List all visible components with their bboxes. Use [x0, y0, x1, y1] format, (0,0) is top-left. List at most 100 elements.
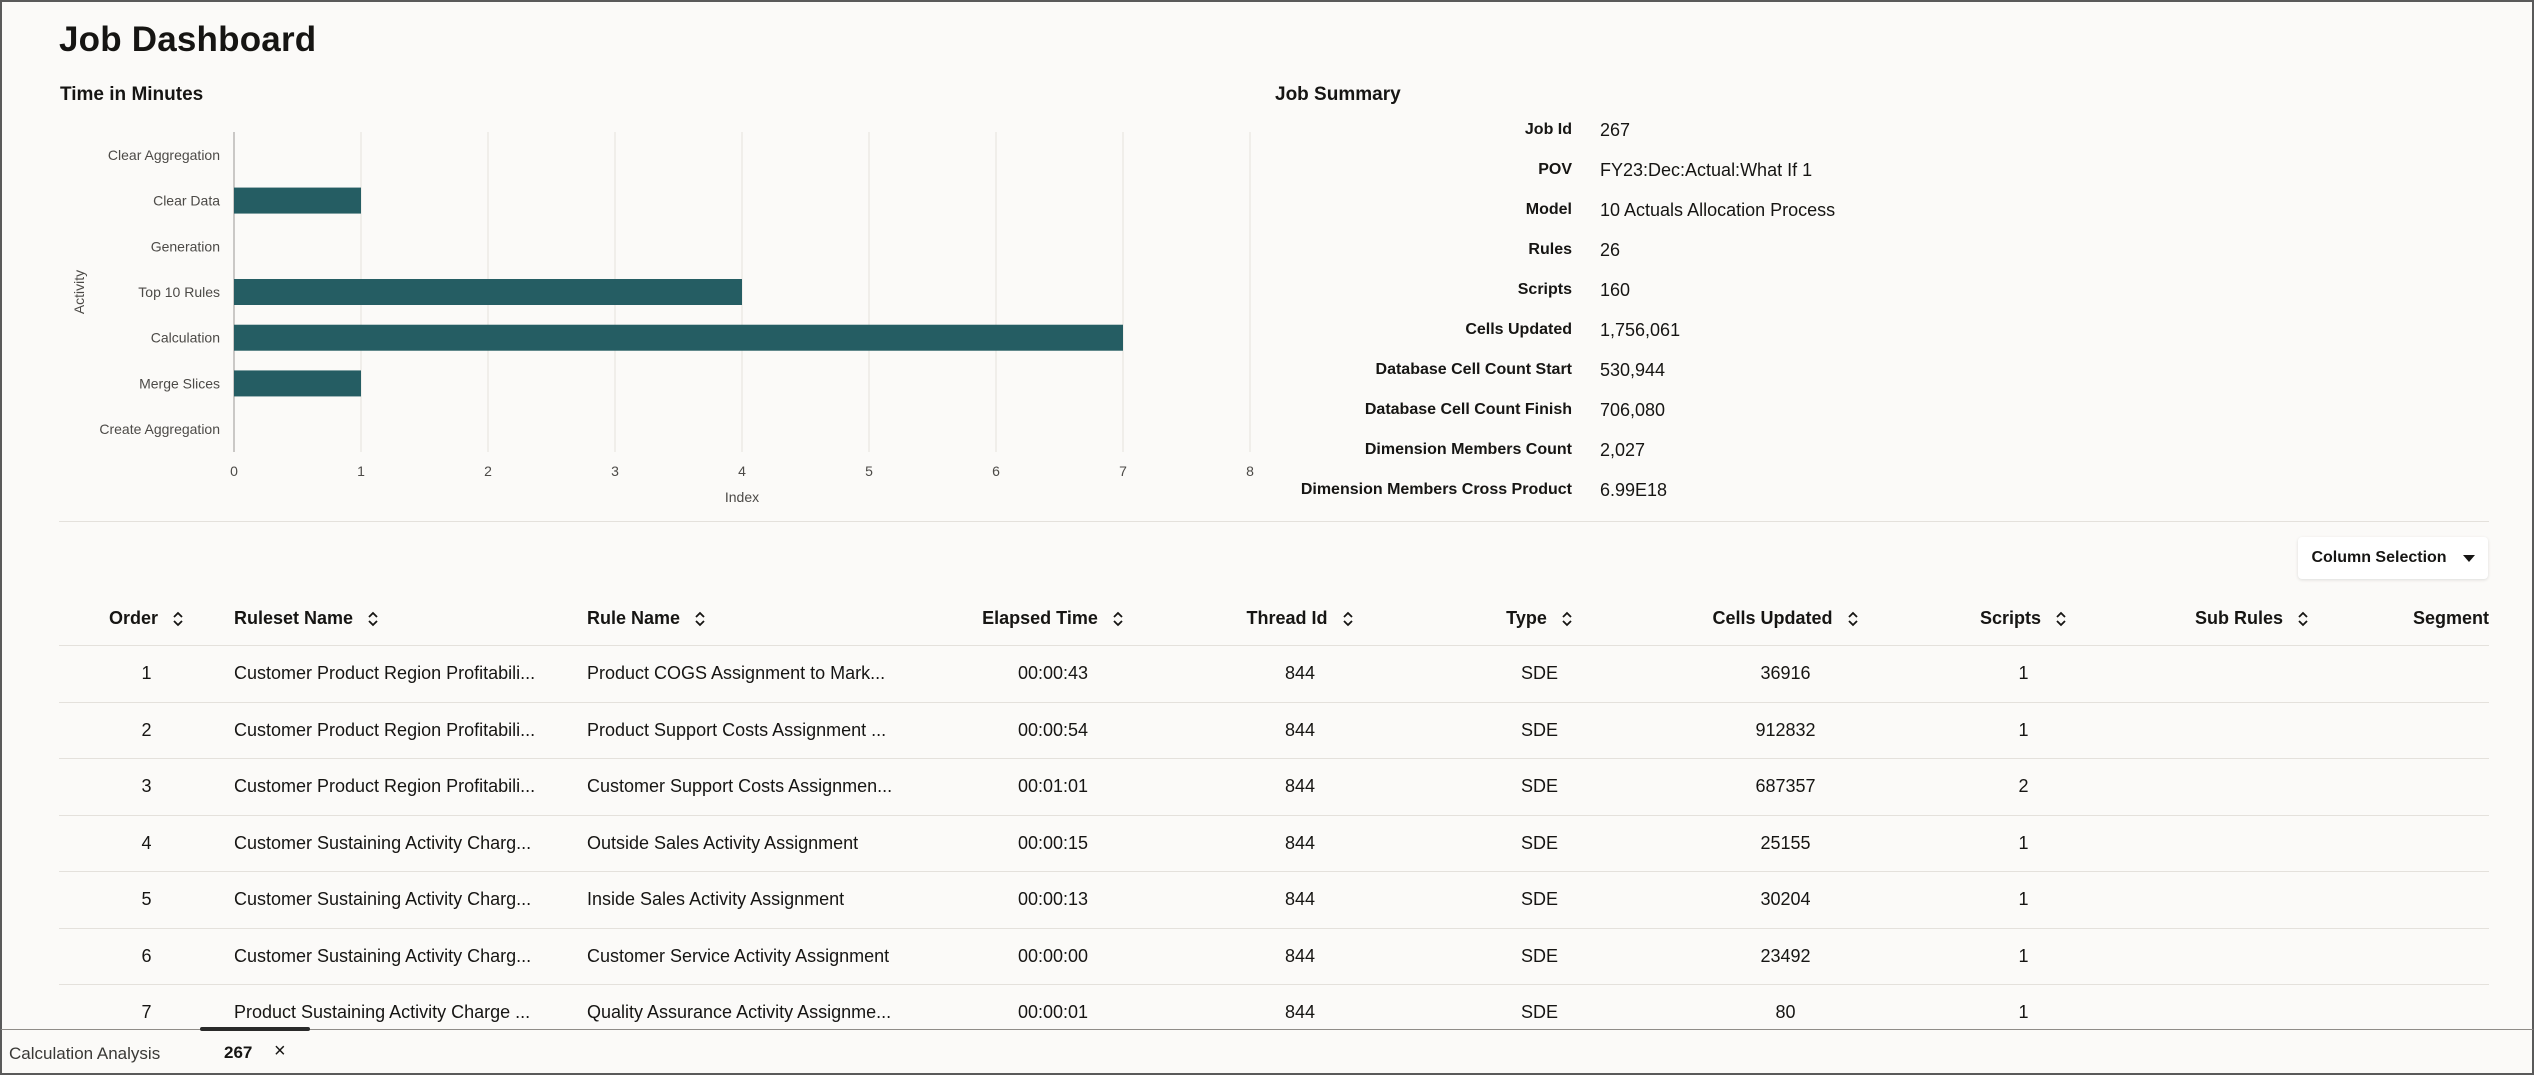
table-cell: 1: [141, 663, 152, 684]
sort-icon[interactable]: [172, 611, 184, 627]
table-cell: Customer Sustaining Activity Charg...: [234, 889, 532, 910]
table-cell: 00:00:15: [1017, 832, 1089, 853]
table-cell: 6: [141, 945, 152, 966]
summary-row: Job Id 267: [1272, 110, 1972, 150]
table-cell: SDE: [1520, 889, 1558, 910]
summary-row: Cells Updated 1,756,061: [1272, 310, 1972, 350]
summary-row: Model 10 Actuals Allocation Process: [1272, 190, 1972, 230]
summary-row: Scripts 160: [1272, 270, 1972, 310]
column-header-label: Cells Updated: [1712, 608, 1833, 628]
table-body: 1 Customer Product Region Profitabili... P…: [59, 646, 2489, 1042]
chart-bar[interactable]: [234, 370, 361, 397]
table-row[interactable]: 3 Customer Product Region Profitabili... C…: [59, 759, 2489, 816]
x-tick-label: 8: [1246, 463, 1254, 479]
table-cell: 00:00:54: [1017, 719, 1089, 740]
summary-title: Job Summary: [1275, 84, 1401, 105]
table-row[interactable]: 5 Customer Sustaining Activity Charg... In…: [59, 872, 2489, 929]
sort-icon[interactable]: [1112, 611, 1124, 627]
table-cell: 00:00:13: [1017, 889, 1089, 910]
time-chart: 0 1 2 3 4 5 6 7 8 Clear Aggregation Clear Data Gene…: [71, 132, 1254, 505]
page-title: Job Dashboard: [59, 20, 317, 59]
y-tick-label: Generation: [151, 238, 220, 254]
summary-row: Database Cell Count Start 530,944: [1272, 350, 1972, 390]
column-header[interactable]: Thread Id: [1180, 608, 1420, 629]
summary-value: 10 Actuals Allocation Process: [1600, 199, 1836, 220]
table-cell: 912832: [1755, 719, 1816, 740]
summary-value: 2,027: [1600, 439, 1646, 460]
sort-icon[interactable]: [2055, 611, 2067, 627]
column-header-label: Elapsed Time: [982, 608, 1098, 628]
sort-icon[interactable]: [1847, 611, 1859, 627]
chart-bar[interactable]: [234, 187, 361, 214]
table-cell: 844: [1284, 719, 1316, 740]
table-cell: 00:00:00: [1017, 945, 1089, 966]
column-selection-button[interactable]: Column Selection: [2298, 537, 2488, 579]
table-cell: 844: [1284, 832, 1316, 853]
sort-icon[interactable]: [1561, 611, 1573, 627]
table-cell: SDE: [1520, 832, 1558, 853]
table-cell: Product Sustaining Activity Charge ...: [234, 1002, 531, 1023]
sort-icon[interactable]: [367, 611, 379, 627]
sort-icon[interactable]: [694, 611, 706, 627]
summary-row: Dimension Members Cross Product 6.99E18: [1272, 470, 1972, 510]
table-cell: Product COGS Assignment to Mark...: [587, 663, 886, 684]
table-cell: 80: [1775, 1002, 1796, 1023]
column-header[interactable]: Order: [59, 608, 234, 629]
summary-value: 26: [1600, 239, 1621, 260]
column-selection-label: Column Selection: [2311, 549, 2447, 566]
table-cell: Product Support Costs Assignment ...: [587, 719, 887, 740]
summary-label: Dimension Members Count: [1364, 441, 1572, 458]
table-cell: 1: [2018, 945, 2029, 966]
summary-label: Rules: [1528, 241, 1572, 258]
column-header-label: Sub Rules: [2194, 608, 2283, 628]
table-cell: 2: [2018, 776, 2029, 797]
table-cell: 1: [2018, 1002, 2029, 1023]
x-tick-label: 3: [611, 463, 619, 479]
table-cell: 30204: [1760, 889, 1811, 910]
chart-bar[interactable]: [234, 279, 742, 305]
table-cell: Customer Product Region Profitabili...: [234, 663, 536, 684]
table-row[interactable]: 2 Customer Product Region Profitabili... P…: [59, 703, 2489, 759]
column-header-label: Scripts: [1979, 608, 2042, 628]
column-header[interactable]: Sub Rules: [2135, 608, 2369, 629]
column-header-label: Ruleset Name: [234, 608, 354, 628]
table-cell: 1: [2018, 832, 2029, 853]
table-row[interactable]: 1 Customer Product Region Profitabili... P…: [59, 646, 2489, 703]
summary-row: Rules 26: [1272, 230, 1972, 270]
summary-label: Dimension Members Cross Product: [1300, 481, 1572, 498]
table-cell: 844: [1284, 663, 1316, 684]
column-header[interactable]: Rule Name: [587, 608, 926, 629]
column-header[interactable]: Ruleset Name: [234, 608, 587, 629]
column-header[interactable]: Cells Updated: [1659, 608, 1912, 629]
column-header-label: Thread Id: [1246, 608, 1328, 628]
summary-value: 6.99E18: [1600, 479, 1668, 500]
y-axis-label: Activity: [71, 270, 87, 314]
tab-label[interactable]: Calculation Analysis: [9, 1044, 161, 1063]
table-cell: SDE: [1520, 945, 1558, 966]
column-header[interactable]: Elapsed Time: [926, 608, 1180, 629]
table-row[interactable]: 6 Customer Sustaining Activity Charg... Cu…: [59, 929, 2489, 985]
x-tick-label: 1: [357, 463, 365, 479]
column-header[interactable]: Scripts: [1912, 608, 2135, 629]
jobs-table: Order Ruleset Name Rule Name Elapsed Time Th…: [59, 592, 2489, 1042]
column-header[interactable]: Segment: [2369, 608, 2489, 629]
table-cell: 844: [1284, 945, 1316, 966]
tab-job-id[interactable]: 267: [224, 1043, 253, 1062]
column-header[interactable]: Type: [1420, 608, 1659, 629]
table-row[interactable]: 4 Customer Sustaining Activity Charg... Ou…: [59, 816, 2489, 872]
summary-label: POV: [1538, 161, 1572, 178]
chart-bar[interactable]: [234, 324, 1123, 351]
summary-row: Dimension Members Count 2,027: [1272, 430, 1972, 470]
table-cell: SDE: [1520, 1002, 1558, 1023]
table-cell: 1: [2018, 719, 2029, 740]
table-header: Order Ruleset Name Rule Name Elapsed Time Th…: [59, 592, 2489, 646]
summary-row: Database Cell Count Finish 706,080: [1272, 390, 1972, 430]
close-icon[interactable]: ×: [274, 1040, 286, 1062]
table-cell: Customer Product Region Profitabili...: [234, 719, 536, 740]
summary-label: Scripts: [1517, 281, 1572, 298]
y-tick-label: Clear Aggregation: [108, 147, 220, 163]
sort-icon[interactable]: [2297, 611, 2309, 627]
summary-label: Database Cell Count Finish: [1364, 401, 1572, 418]
sort-icon[interactable]: [1342, 611, 1354, 627]
